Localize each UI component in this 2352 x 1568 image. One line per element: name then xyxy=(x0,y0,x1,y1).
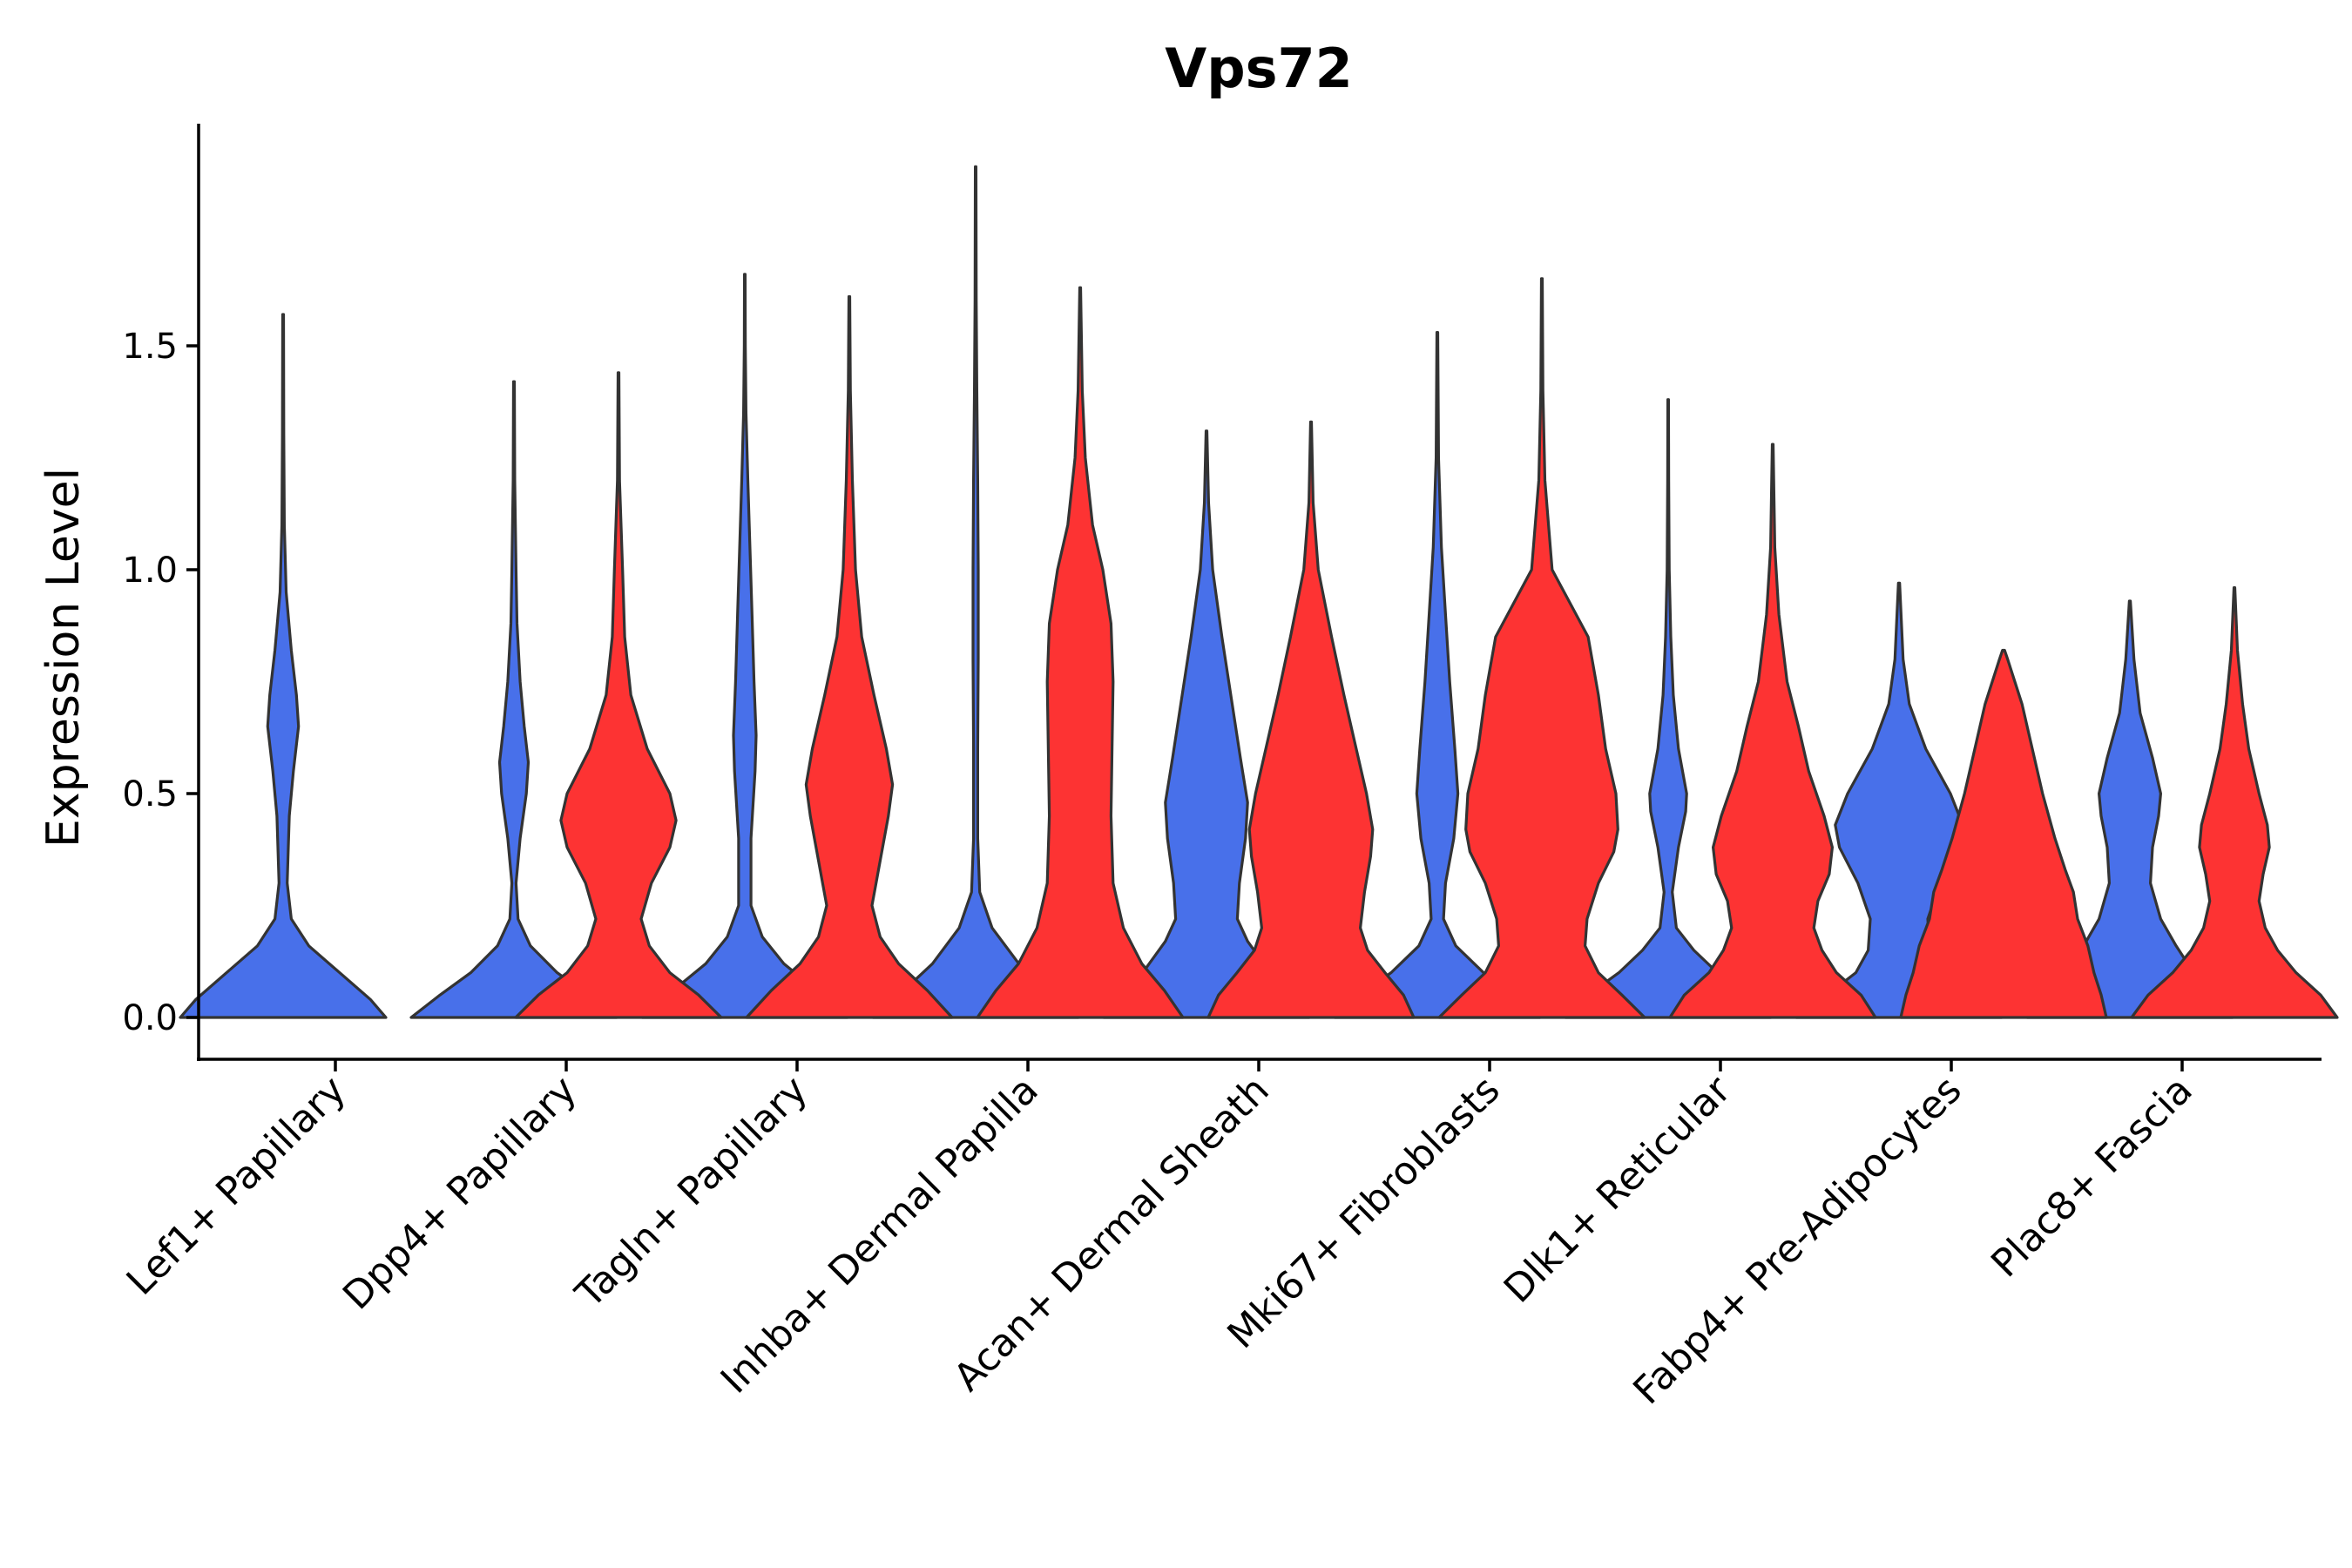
y-tick-label: 1.0 xyxy=(122,551,178,591)
y-axis-label: Expression Level xyxy=(37,468,90,848)
x-tick-label-dlk1-reticular: Dlk1+ Reticular xyxy=(1496,1067,1740,1312)
x-tick-label-plac8-fascia: Plac8+ Fascia xyxy=(1983,1068,2201,1287)
y-ticks: 0.0 0.5 1.0 1.5 xyxy=(122,327,199,1038)
violin-group2-dpp4-papillary xyxy=(514,371,723,1019)
chart-title: Vps72 xyxy=(1165,37,1353,100)
y-tick-label: 0.0 xyxy=(122,998,178,1038)
violin-group1-dlk1-reticular xyxy=(1564,398,1773,1019)
violin-group1-plac8-fascia xyxy=(2025,599,2234,1019)
violin-group1-dpp4-papillary xyxy=(409,380,618,1019)
violin-group2-dlk1-reticular xyxy=(1668,443,1877,1019)
violin-group2-plac8-fascia xyxy=(2130,586,2339,1019)
x-tick-label-lef1-papillary: Lef1+ Papillary xyxy=(118,1068,355,1304)
violin-group1-lef1-papillary xyxy=(179,313,388,1019)
y-tick-label: 0.5 xyxy=(122,774,178,814)
violin-group2-tagln-papillary xyxy=(745,294,954,1019)
violin-group1-tagln-papillary xyxy=(640,273,849,1019)
violin-group2-mki67-fibroblasts xyxy=(1437,277,1646,1019)
x-tick-label-dpp4-papillary: Dpp4+ Papillary xyxy=(335,1068,585,1319)
violin-group1-acan-dermal-sheath xyxy=(1102,429,1311,1019)
violin-group2-inhba-dermal-papilla xyxy=(976,286,1185,1019)
violin-group2-fabp4-pre-adipocytes xyxy=(1899,648,2108,1019)
x-tick-label-tagln-papillary: Tagln+ Papillary xyxy=(567,1068,816,1317)
violin-group1-mki67-fibroblasts xyxy=(1333,331,1542,1019)
violin-group2-acan-dermal-sheath xyxy=(1206,420,1416,1019)
violin-layer xyxy=(179,165,2339,1019)
y-tick-label: 1.5 xyxy=(122,327,178,367)
violin-group1-inhba-dermal-papilla xyxy=(871,165,1080,1019)
